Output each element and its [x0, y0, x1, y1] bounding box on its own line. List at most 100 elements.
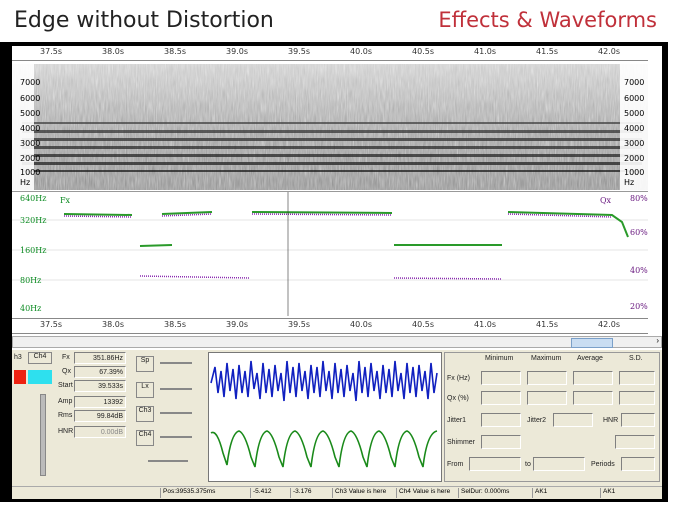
- freq-label: 5000: [20, 109, 41, 118]
- ch3-slider[interactable]: [160, 412, 192, 414]
- pitch-track-panel[interactable]: 640Hz Fx 320Hz 160Hz 80Hz 40Hz Qx 80% 60…: [12, 191, 648, 316]
- fx-min-field[interactable]: [481, 371, 521, 385]
- qx-sd-field[interactable]: [619, 391, 655, 405]
- fx-tag: Fx: [60, 196, 71, 205]
- status-seldur: SelDur: 0.000ms: [458, 488, 533, 498]
- qx-max-field[interactable]: [527, 391, 567, 405]
- pitch-label: 640Hz: [20, 194, 47, 203]
- page-header: Edge without Distortion Effects & Wavefo…: [0, 0, 675, 42]
- fx-max-field[interactable]: [527, 371, 567, 385]
- qx-label: 20%: [630, 302, 648, 311]
- pitch-label: 80Hz: [20, 276, 42, 285]
- pitch-label: 320Hz: [20, 216, 47, 225]
- ch4-button[interactable]: Ch4: [28, 352, 52, 364]
- horizontal-scrollbar[interactable]: ›: [12, 336, 662, 348]
- waveform-display[interactable]: [208, 352, 442, 482]
- waveform-lx: [210, 430, 438, 468]
- status-value2: -3.176: [290, 488, 331, 498]
- fx-label: Fx: [62, 354, 70, 361]
- ch3-label: h3: [14, 354, 22, 361]
- fx-hz-label: Fx (Hz): [447, 375, 470, 382]
- hnr-stat-label: HNR: [603, 417, 619, 424]
- cyan-color-swatch[interactable]: [28, 370, 52, 384]
- freq-label: 6000: [20, 94, 41, 103]
- freq-label: 7000: [20, 78, 41, 87]
- jitter1-field[interactable]: [481, 413, 521, 427]
- ch4-slider[interactable]: [160, 436, 192, 438]
- app-window: 37.5s 38.0s 38.5s 39.0s 39.5s 40.0s 40.5…: [0, 42, 668, 502]
- jitter1-label: Jitter1: [447, 417, 467, 424]
- qx-value: 67.39%: [74, 366, 126, 378]
- ch4-channel-button[interactable]: Ch4: [136, 430, 154, 446]
- master-slider[interactable]: [148, 460, 188, 462]
- qx-avg-field[interactable]: [573, 391, 613, 405]
- red-color-swatch[interactable]: [14, 370, 26, 384]
- time-ruler-top: 37.5s 38.0s 38.5s 39.0s 39.5s 40.0s 40.5…: [12, 46, 648, 61]
- statistics-panel: Minimum Maximum Average S.D. Fx (Hz) Qx …: [444, 352, 660, 482]
- to-field[interactable]: [533, 457, 585, 471]
- periods-field[interactable]: [621, 457, 655, 471]
- status-bar: Pos:39535.375ms -5.412 -3.176 Ch3 Value …: [12, 486, 662, 499]
- chevron-right-icon[interactable]: ›: [656, 336, 659, 345]
- spectrogram[interactable]: 7000 6000 5000 4000 3000 2000 1000 Hz 70…: [12, 64, 648, 190]
- waveform-chart: [210, 360, 438, 468]
- fx-sd-field[interactable]: [619, 371, 655, 385]
- ruler-tick: 38.5s: [164, 320, 186, 329]
- pitch-label: 160Hz: [20, 246, 47, 255]
- jitter2-label: Jitter2: [527, 417, 547, 424]
- control-panel: h3 Ch4 Fx 351.86Hz Qx 67.39% Start 39.53…: [12, 350, 662, 486]
- ruler-tick: 40.0s: [350, 320, 372, 329]
- ruler-tick: 38.5s: [164, 47, 186, 56]
- ch3-button[interactable]: Ch3: [136, 406, 154, 422]
- freq-label-right: 3000: [624, 139, 645, 148]
- maximum-header: Maximum: [531, 355, 562, 362]
- jitter2-field[interactable]: [553, 413, 593, 427]
- status-ak2: AK1: [600, 488, 661, 498]
- status-ch4: Ch4 Value is here: [396, 488, 459, 498]
- ruler-tick: 38.0s: [102, 47, 124, 56]
- hnr-value: 0.00dB: [74, 426, 126, 438]
- ruler-tick: 39.5s: [288, 320, 310, 329]
- volume-slider[interactable]: [40, 394, 46, 476]
- qx-label: 40%: [630, 266, 648, 275]
- shimmer-extra-field[interactable]: [615, 435, 655, 449]
- freq-label-right: 7000: [624, 78, 645, 87]
- ruler-tick: 37.5s: [40, 47, 62, 56]
- sp-slider[interactable]: [160, 362, 192, 364]
- freq-label-right: 2000: [624, 154, 645, 163]
- ruler-tick: 40.5s: [412, 320, 434, 329]
- freq-label: 1000: [20, 168, 41, 177]
- pitch-label: 40Hz: [20, 304, 42, 313]
- waveform-sp: [210, 360, 438, 402]
- ruler-tick: 39.5s: [288, 47, 310, 56]
- hnr-field[interactable]: [621, 413, 655, 427]
- freq-label: 3000: [20, 139, 41, 148]
- shimmer-field[interactable]: [481, 435, 521, 449]
- qx-tag: Qx: [600, 196, 612, 205]
- freq-label-right: 1000: [624, 168, 645, 177]
- fx-avg-field[interactable]: [573, 371, 613, 385]
- freq-label: 4000: [20, 124, 41, 133]
- rms-label: Rms: [58, 412, 73, 419]
- hnr-label: HNR: [58, 428, 74, 435]
- qx-label: 60%: [630, 228, 648, 237]
- lx-button[interactable]: Lx: [136, 382, 154, 398]
- amp-value: 13392: [74, 396, 126, 408]
- from-field[interactable]: [469, 457, 521, 471]
- sp-button[interactable]: Sp: [136, 356, 154, 372]
- minimum-header: Minimum: [485, 355, 514, 362]
- lx-slider[interactable]: [160, 388, 192, 390]
- qx-min-field[interactable]: [481, 391, 521, 405]
- status-ak1: AK1: [532, 488, 599, 498]
- from-label: From: [447, 461, 464, 468]
- ruler-tick: 39.0s: [226, 47, 248, 56]
- scrollbar-thumb[interactable]: [571, 338, 613, 348]
- ruler-tick: 42.0s: [598, 320, 620, 329]
- to-label: to: [525, 461, 531, 468]
- start-label: Start: [58, 382, 73, 389]
- ruler-tick: 41.5s: [536, 320, 558, 329]
- fx-value: 351.86Hz: [74, 352, 126, 364]
- average-header: Average: [577, 355, 603, 362]
- spectrogram-image: [12, 64, 648, 190]
- freq-label-right: Hz: [624, 178, 635, 187]
